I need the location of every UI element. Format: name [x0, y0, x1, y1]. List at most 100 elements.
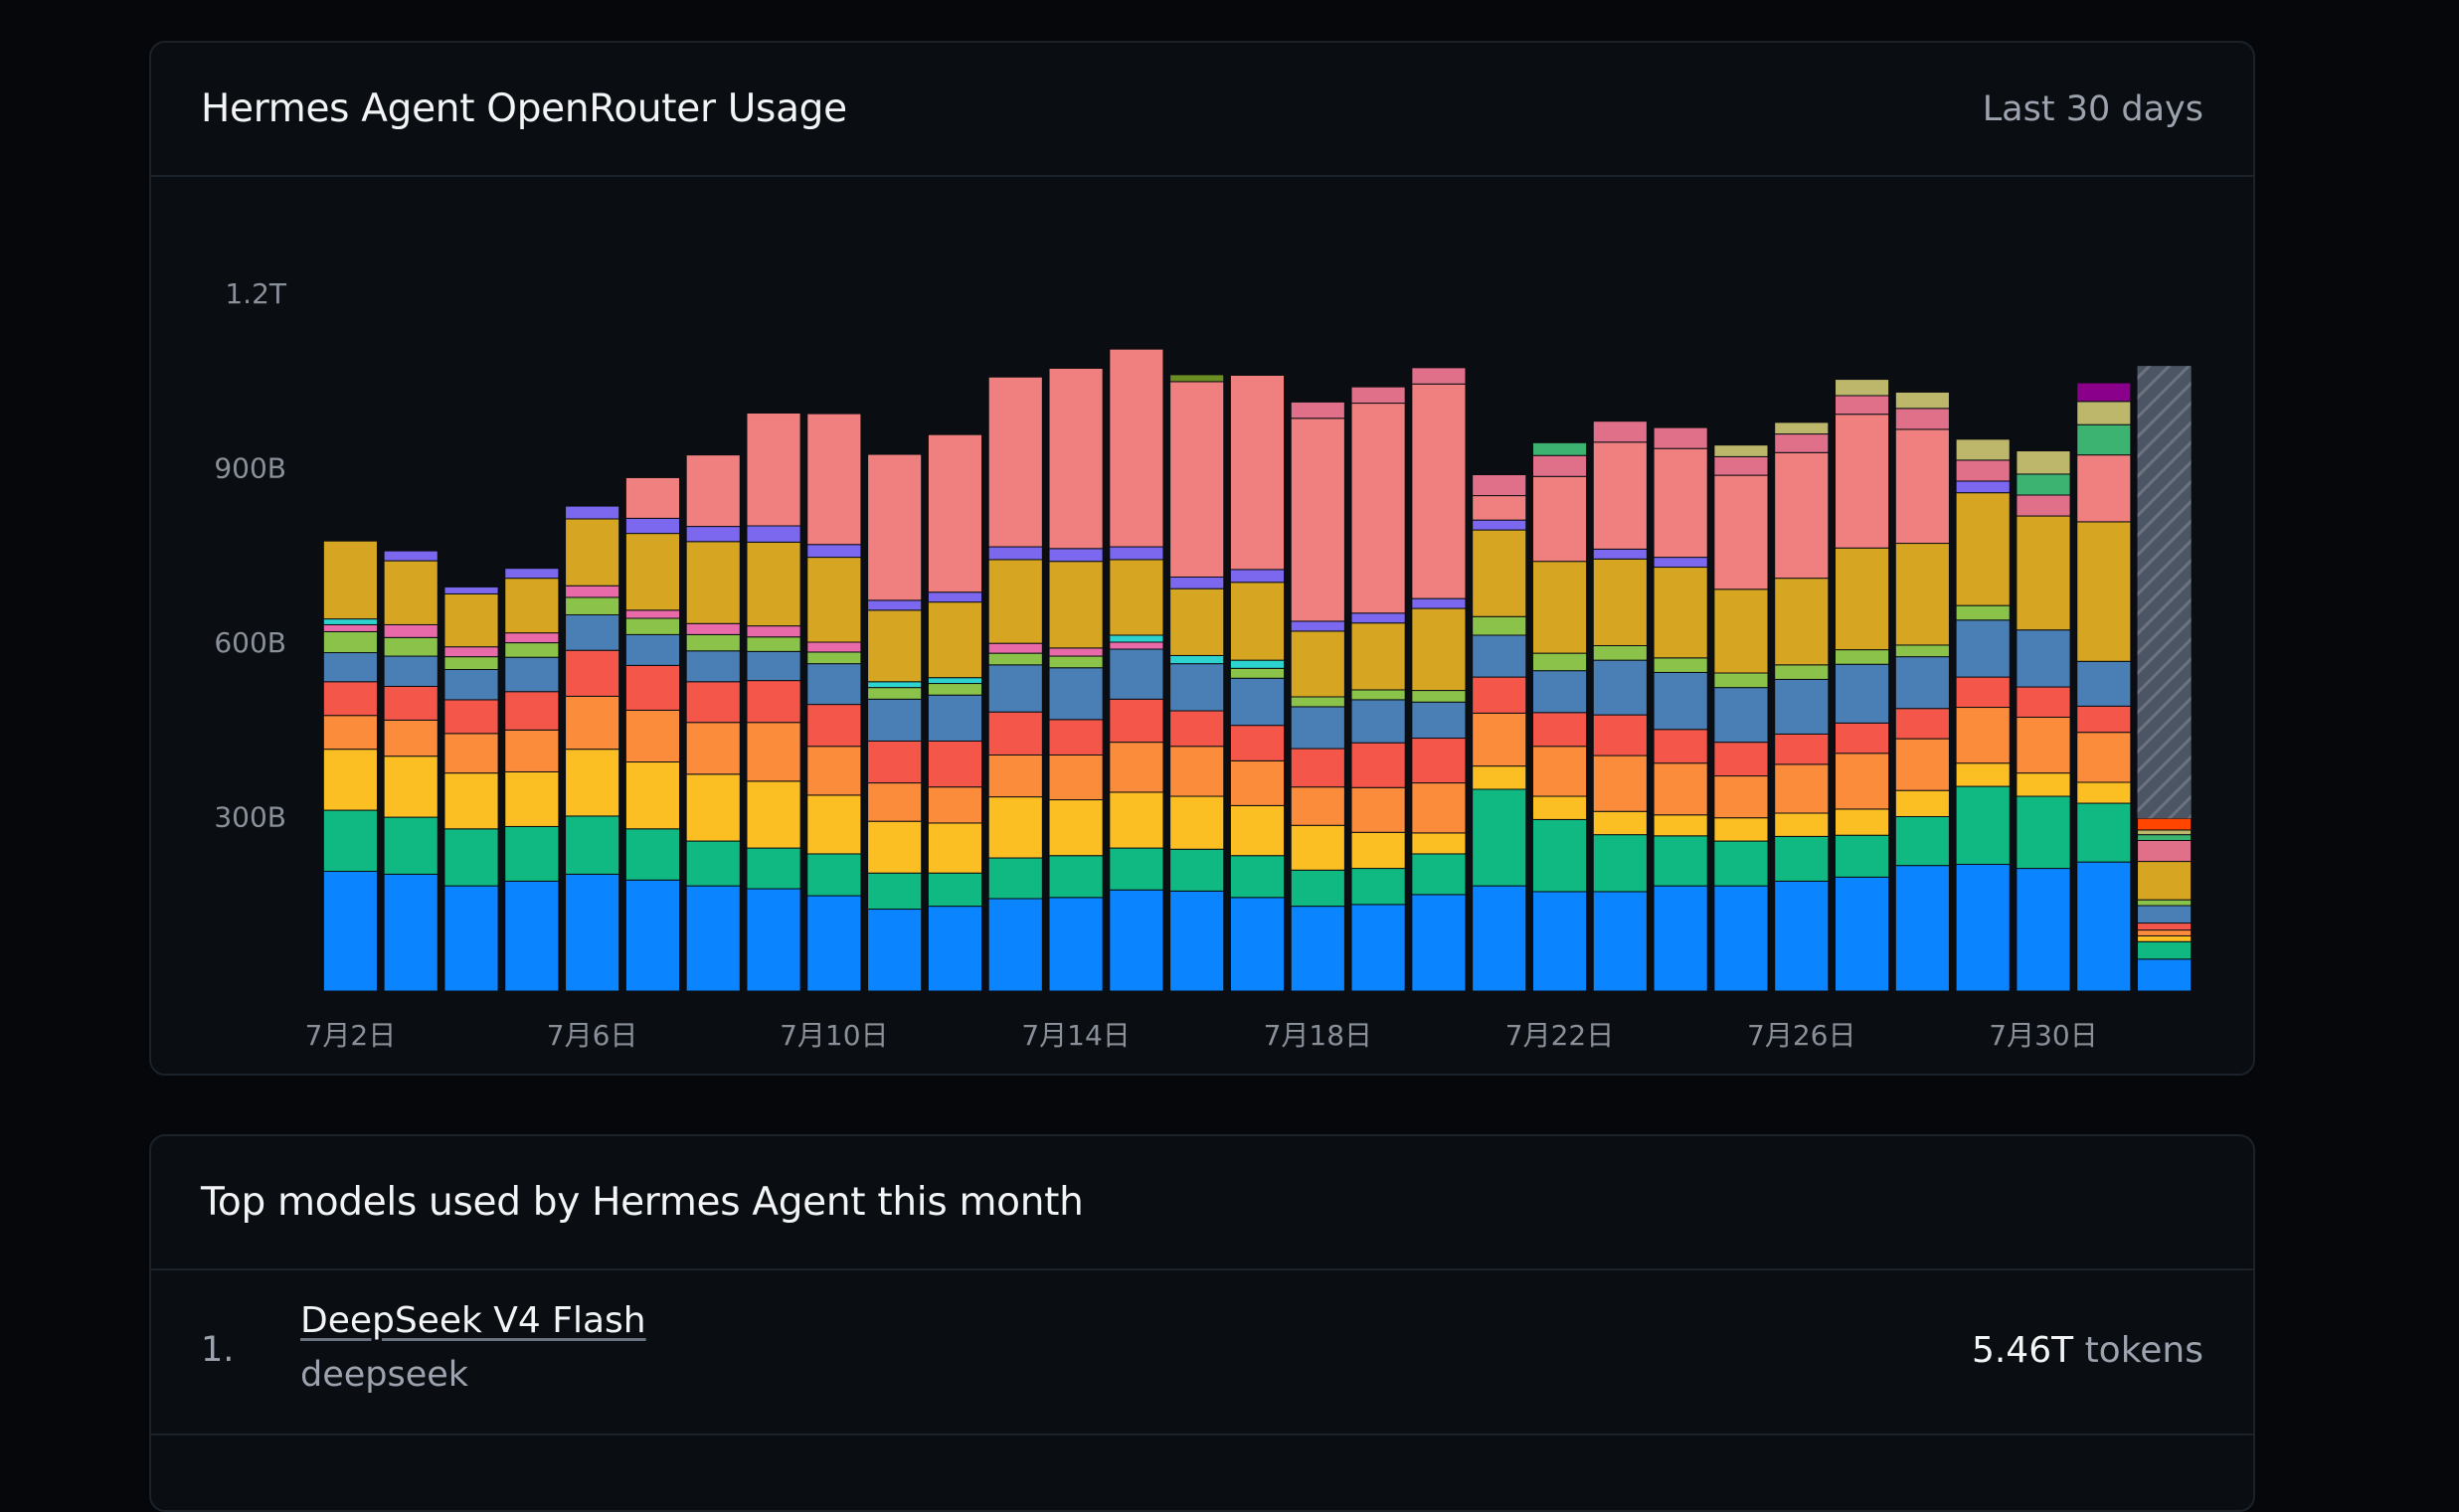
bar-segment[interactable] [746, 636, 801, 652]
bar-segment[interactable] [443, 828, 499, 887]
bar-segment[interactable] [1592, 834, 1648, 893]
bar-segment[interactable] [1411, 607, 1467, 692]
projected-bar-segment[interactable] [2137, 366, 2192, 819]
bar-segment[interactable] [383, 636, 439, 657]
bar-segment[interactable] [383, 816, 439, 875]
bar-segment[interactable] [1472, 529, 1527, 617]
bar-segment[interactable] [1835, 834, 1890, 878]
bar-segment[interactable] [2076, 382, 2132, 403]
bar-segment[interactable] [2016, 868, 2071, 992]
bar-segment[interactable] [1955, 480, 2011, 494]
bar-segment[interactable] [1290, 906, 1345, 992]
bar-segment[interactable] [1290, 786, 1345, 826]
bar-segment[interactable] [1531, 670, 1588, 714]
bar-segment[interactable] [806, 641, 862, 653]
bar-segment[interactable] [867, 609, 923, 683]
bar-segment[interactable] [504, 691, 560, 731]
bar-segment[interactable] [1472, 765, 1527, 790]
bar-segment[interactable] [504, 825, 560, 882]
bar-segment[interactable] [1109, 348, 1164, 548]
bar-segment[interactable] [1774, 421, 1830, 435]
bar-segment[interactable] [565, 649, 620, 697]
bar-segment[interactable] [927, 694, 983, 742]
bar-segment[interactable] [1109, 546, 1164, 561]
bar-segment[interactable] [1411, 383, 1467, 599]
bar-segment[interactable] [1048, 799, 1104, 857]
bar-segment[interactable] [1774, 835, 1830, 882]
bar-segment[interactable] [1653, 835, 1708, 887]
bar-segment[interactable] [1835, 876, 1890, 992]
bar-segment[interactable] [1229, 759, 1286, 806]
bar-segment[interactable] [987, 857, 1043, 900]
bar-segment[interactable] [624, 533, 681, 611]
bar-segment[interactable] [746, 722, 801, 782]
bar-segment[interactable] [1290, 418, 1345, 622]
bar-segment[interactable] [1653, 557, 1708, 569]
bar-segment[interactable] [1411, 738, 1467, 784]
bar-segment[interactable] [2016, 494, 2071, 517]
bar-segment[interactable] [1229, 725, 1286, 761]
bar-segment[interactable] [1774, 578, 1830, 666]
bar-segment[interactable] [1169, 654, 1225, 665]
bar-segment[interactable] [1048, 754, 1104, 801]
bar-segment[interactable] [322, 809, 378, 872]
bar-segment[interactable] [867, 453, 923, 601]
bar-segment[interactable] [1592, 420, 1648, 443]
bar-segment[interactable] [1472, 634, 1527, 678]
bar-segment[interactable] [1048, 855, 1104, 899]
bar-segment[interactable] [1713, 444, 1769, 457]
bar-segment[interactable] [624, 709, 681, 763]
bar-segment[interactable] [1048, 897, 1104, 992]
bar-segment[interactable] [1592, 645, 1648, 661]
bar-segment[interactable] [2137, 958, 2193, 992]
bar-segment[interactable] [624, 761, 681, 830]
bar-segment[interactable] [806, 704, 862, 748]
bar-segment[interactable] [1411, 894, 1467, 992]
bar-segment[interactable] [1169, 890, 1225, 992]
bar-segment[interactable] [322, 618, 378, 625]
bar-segment[interactable] [624, 828, 681, 881]
bar-segment[interactable] [624, 633, 681, 666]
bar-segment[interactable] [685, 722, 741, 775]
bar-segment[interactable] [987, 642, 1043, 654]
bar-segment[interactable] [685, 773, 741, 842]
bar-segment[interactable] [322, 870, 378, 992]
bar-segment[interactable] [1169, 848, 1225, 892]
bar-segment[interactable] [565, 873, 620, 992]
bar-segment[interactable] [1229, 897, 1286, 992]
bar-segment[interactable] [1713, 474, 1769, 590]
bar-segment[interactable] [1531, 454, 1588, 477]
bar-segment[interactable] [1955, 762, 2011, 787]
bar-segment[interactable] [1350, 622, 1406, 691]
bar-segment[interactable] [443, 592, 499, 648]
bar-segment[interactable] [1531, 891, 1588, 992]
bar-segment[interactable] [1653, 567, 1708, 659]
bar-segment[interactable] [1048, 667, 1104, 721]
bar-segment[interactable] [1048, 548, 1104, 563]
bar-segment[interactable] [806, 663, 862, 706]
bar-segment[interactable] [1592, 755, 1648, 812]
bar-segment[interactable] [1169, 795, 1225, 850]
bar-segment[interactable] [2016, 686, 2071, 718]
bar-segment[interactable] [2137, 861, 2193, 901]
bar-segment[interactable] [565, 815, 620, 875]
bar-segment[interactable] [383, 685, 439, 721]
bar-segment[interactable] [624, 609, 681, 619]
bar-segment[interactable] [624, 664, 681, 711]
bar-segment[interactable] [1713, 840, 1769, 887]
bar-segment[interactable] [1835, 663, 1890, 724]
bar-segment[interactable] [383, 560, 439, 625]
bar-segment[interactable] [927, 906, 983, 992]
bar-segment[interactable] [1653, 426, 1708, 449]
bar-segment[interactable] [1350, 689, 1406, 701]
bar-segment[interactable] [1592, 810, 1648, 836]
bar-segment[interactable] [1955, 604, 2011, 621]
bar-segment[interactable] [1169, 576, 1225, 589]
bar-segment[interactable] [1109, 698, 1164, 744]
bar-segment[interactable] [2016, 716, 2071, 774]
bar-segment[interactable] [2016, 473, 2071, 496]
bar-segment[interactable] [504, 729, 560, 772]
bar-segment[interactable] [1109, 889, 1164, 992]
bar-segment[interactable] [1048, 655, 1104, 669]
bar-segment[interactable] [443, 669, 499, 701]
